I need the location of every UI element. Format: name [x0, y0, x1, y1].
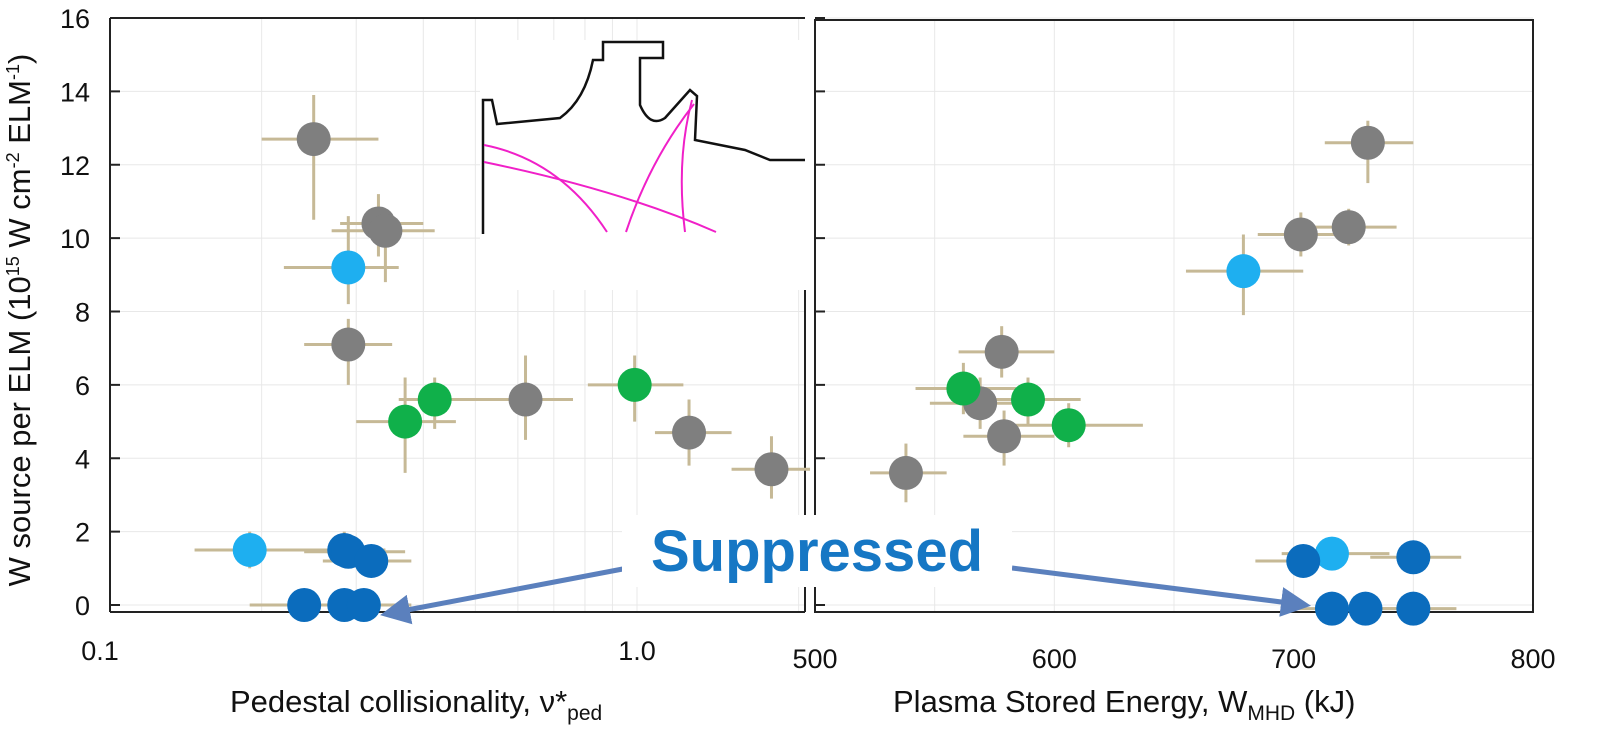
left-point-light-blue	[331, 250, 366, 285]
suppressed-label: Suppressed	[651, 519, 983, 584]
left-point-gray	[508, 382, 543, 417]
left-point-gray	[368, 213, 403, 248]
left-point-gray	[296, 122, 331, 157]
left-point-gray	[672, 415, 707, 450]
right-point-gray	[888, 455, 923, 490]
divertor-inset	[480, 40, 805, 290]
y-tick-label: 10	[60, 224, 90, 254]
y-tick-label: 12	[60, 151, 90, 181]
gridlines	[110, 17, 1533, 612]
y-tick-label: 8	[75, 298, 90, 328]
left-point-gray	[754, 452, 789, 487]
right-x-tick-label: 700	[1271, 644, 1316, 674]
right-panel-frame	[814, 19, 1534, 613]
y-tick-label: 0	[75, 591, 90, 621]
suppressed-annotation: Suppressed	[380, 515, 1311, 625]
right-x-tick-label: 500	[792, 644, 837, 674]
right-point-green	[1051, 408, 1086, 443]
tick-labels: 0 2 4 6 8 10 12 14 16 0.1 1.0 500 600 700 800	[60, 4, 1556, 674]
right-point-gray	[984, 334, 1019, 369]
right-point-light-blue	[1314, 536, 1349, 571]
left-point-light-blue	[232, 532, 267, 567]
arrow-left	[380, 565, 629, 625]
right-x-axis-label: Plasma Stored Energy, WMHD (kJ)	[893, 684, 1355, 725]
vessel-wall-outline	[481, 40, 805, 234]
right-point-dark-blue	[1396, 591, 1431, 626]
left-point-green	[388, 404, 423, 439]
left-point-green	[617, 367, 652, 402]
right-point-green	[946, 371, 981, 406]
data-points	[232, 122, 1431, 626]
right-point-gray	[1283, 217, 1318, 252]
y-tick-label: 16	[60, 4, 90, 34]
left-point-dark-blue	[354, 543, 389, 578]
arrow-right	[1011, 565, 1311, 617]
y-axis-label: W source per ELM (1015 W cm-2 ELM-1)	[2, 54, 37, 587]
y-tick-label: 2	[75, 518, 90, 548]
right-point-dark-blue	[1314, 591, 1349, 626]
right-point-gray	[987, 419, 1022, 454]
left-point-gray	[331, 327, 366, 362]
right-point-green	[1011, 382, 1046, 417]
left-x-tick-label: 1.0	[618, 636, 656, 666]
y-tick-label: 14	[60, 77, 90, 107]
left-point-dark-blue	[346, 588, 381, 622]
left-point-green	[417, 382, 452, 417]
right-point-dark-blue	[1348, 591, 1383, 626]
left-x-tick-label: 0.1	[81, 636, 119, 666]
separatrix-leg-left-inner	[483, 161, 717, 233]
axis-ticks	[110, 17, 825, 606]
separatrix-leg-left-outer	[483, 144, 608, 233]
right-point-dark-blue	[1286, 543, 1321, 578]
separatrix-leg-right	[625, 103, 695, 233]
separatrix-core	[680, 99, 693, 233]
right-x-tick-label: 800	[1510, 644, 1555, 674]
right-point-gray	[1331, 210, 1366, 245]
right-point-gray	[1350, 125, 1385, 160]
right-point-light-blue	[1226, 254, 1261, 289]
right-x-tick-label: 600	[1032, 644, 1077, 674]
right-point-dark-blue	[1396, 540, 1431, 575]
y-tick-label: 4	[75, 444, 90, 474]
left-point-dark-blue	[287, 588, 322, 622]
y-tick-label: 6	[75, 371, 90, 401]
left-x-axis-label: Pedestal collisionality, ν*ped	[230, 684, 602, 725]
